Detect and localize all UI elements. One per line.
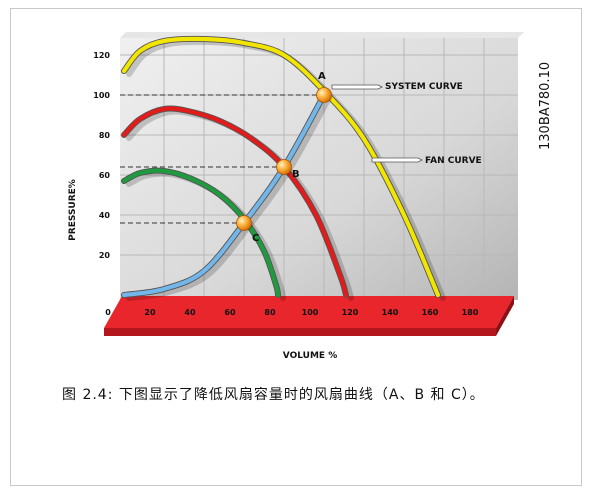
y-tick-label: 100 xyxy=(93,91,110,100)
x-tick-label: 80 xyxy=(264,308,276,317)
x-tick-label: 0 xyxy=(105,308,111,317)
x-tick-label: 60 xyxy=(224,308,236,317)
operating-point-label-B: B xyxy=(292,169,300,180)
operating-point-B xyxy=(276,159,292,175)
x-tick-label: 140 xyxy=(382,308,399,317)
curve-fan-100 xyxy=(121,36,441,298)
x-tick-label: 160 xyxy=(422,308,439,317)
x-tick-label: 180 xyxy=(462,308,479,317)
fan-curve-arrow xyxy=(371,157,423,163)
x-tick-label: 120 xyxy=(342,308,359,317)
curve-system xyxy=(121,92,327,298)
floor-front xyxy=(104,328,496,336)
x-tick-label: 100 xyxy=(302,308,319,317)
operating-point-label-C: C xyxy=(252,233,259,244)
y-tick-label: 80 xyxy=(99,131,111,140)
floor-top xyxy=(104,296,514,328)
y-tick-label: 20 xyxy=(99,251,111,260)
operating-point-label-A: A xyxy=(318,71,326,82)
x-axis-title: VOLUME % xyxy=(283,351,337,361)
x-tick-label: 20 xyxy=(144,308,156,317)
y-tick-label: 120 xyxy=(93,51,110,60)
system-curve-arrow xyxy=(331,84,383,90)
x-tick-label: 40 xyxy=(184,308,196,317)
operating-point-C xyxy=(236,215,252,231)
curve-fan-60 xyxy=(121,168,281,298)
panel-top-edge xyxy=(120,32,524,38)
y-tick-label: 40 xyxy=(99,211,111,220)
curve-fan-80 xyxy=(121,106,349,298)
curve-shadow xyxy=(126,95,332,301)
figure-caption: 图 2.4: 下图显示了降低风扇容量时的风扇曲线（A、B 和 C）。 xyxy=(62,387,485,403)
system-curve-callout: SYSTEM CURVE xyxy=(385,82,463,92)
operating-point-A xyxy=(316,87,332,103)
fan-curve-callout: FAN CURVE xyxy=(425,156,482,166)
y-axis-title: PRESSURE% xyxy=(68,179,78,241)
y-tick-label: 60 xyxy=(99,171,111,180)
floor-side xyxy=(496,296,514,336)
document-id: 130BA780.10 xyxy=(538,61,553,150)
